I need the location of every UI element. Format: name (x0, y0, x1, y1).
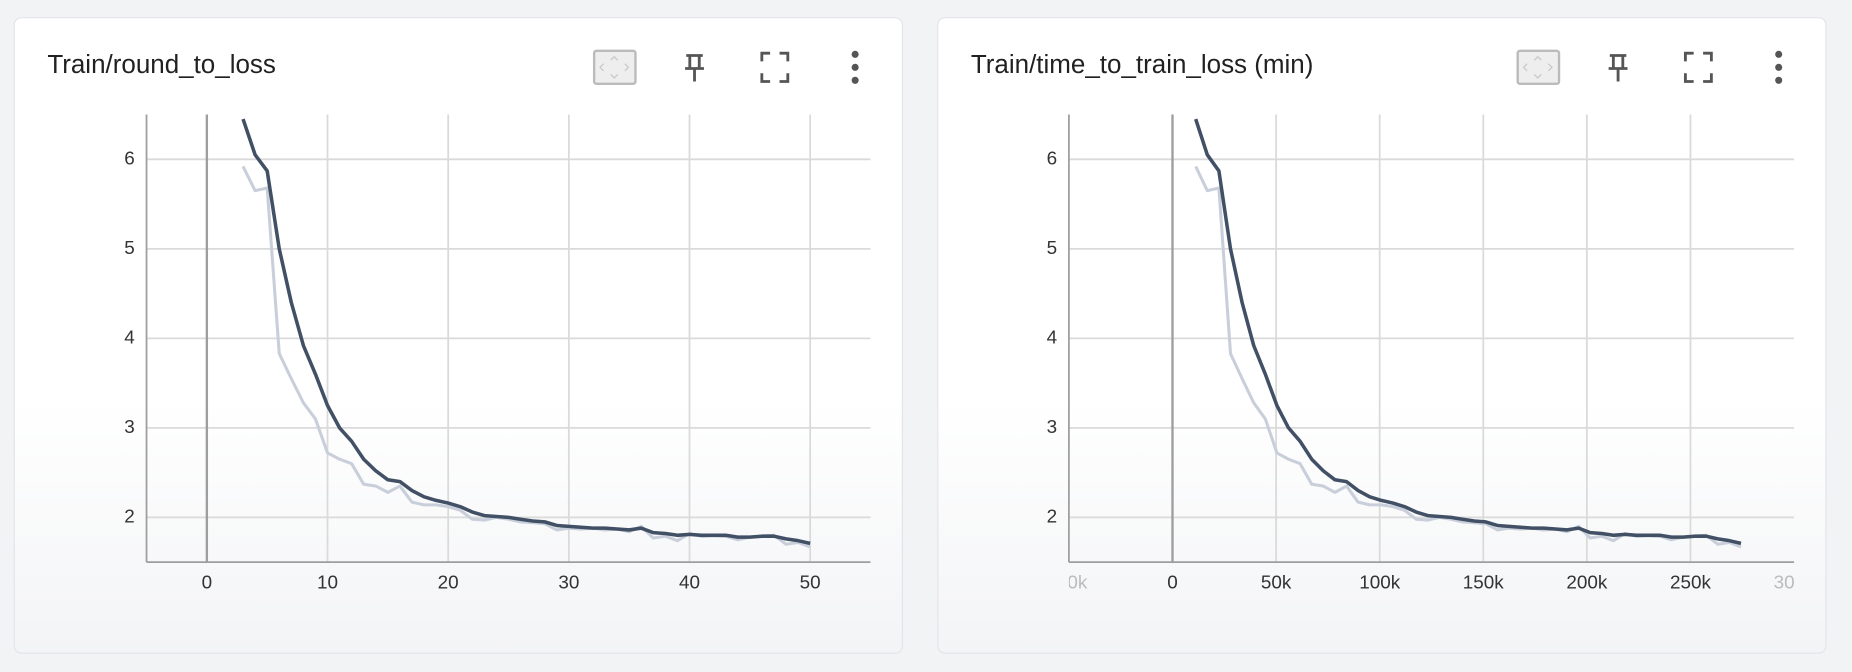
y-tick-label: 2 (124, 506, 134, 527)
x-tick-label: 30 (558, 572, 579, 593)
x-tick-label: 40 (679, 572, 700, 593)
x-tick-label: 100k (1359, 572, 1400, 593)
x-tick-label: 300k (1774, 572, 1815, 593)
y-tick-label: 6 (124, 148, 134, 169)
x-tick-label: 0 (202, 572, 213, 593)
y-tick-label: 4 (124, 327, 134, 348)
series-line (241, 118, 811, 546)
series-line (1194, 118, 1742, 546)
x-tick-label: 150k (1463, 572, 1504, 593)
card: Train/round_to_loss 2 3 4 5 6 0 10 20 30 40 50 (13, 17, 903, 654)
card-frame (937, 17, 1827, 654)
fit-domain-button[interactable] (592, 49, 637, 86)
fit-domain-button[interactable] (1516, 49, 1561, 86)
x-tick-label: 0 (1167, 572, 1178, 593)
x-tick-label: 250k (1670, 572, 1711, 593)
y-tick-label: 6 (1047, 148, 1058, 169)
y-tick-label: 2 (1047, 506, 1058, 527)
fullscreen-button[interactable] (760, 51, 790, 83)
more-button[interactable] (851, 50, 859, 84)
pin-button[interactable] (1608, 54, 1628, 82)
chart-title: Train/round_to_loss (47, 49, 276, 79)
fullscreen-button[interactable] (1683, 51, 1713, 83)
lines (1194, 118, 1742, 549)
card: Train/time_to_train_loss (min) 2 3 4 5 6 -50k… (937, 17, 1827, 654)
y-tick-label: 4 (1047, 327, 1058, 348)
x-tick-label: 200k (1566, 572, 1607, 593)
x-tick-label: 20 (438, 572, 459, 593)
x-tick-label: 50k (1261, 572, 1292, 593)
more-button[interactable] (1775, 50, 1783, 84)
pin-button[interactable] (685, 54, 704, 82)
card-frame (13, 17, 903, 654)
y-tick-label: 5 (1047, 238, 1058, 259)
chart-title: Train/time_to_train_loss (min) (971, 49, 1314, 79)
y-tick-label: 3 (124, 417, 134, 438)
y-tick-label: 5 (124, 238, 134, 259)
lines (241, 118, 811, 549)
x-tick-label: -50k (1051, 572, 1088, 593)
y-tick-label: 3 (1047, 417, 1058, 438)
x-tick-label: 50 (800, 572, 821, 593)
x-tick-label: 10 (317, 572, 338, 593)
